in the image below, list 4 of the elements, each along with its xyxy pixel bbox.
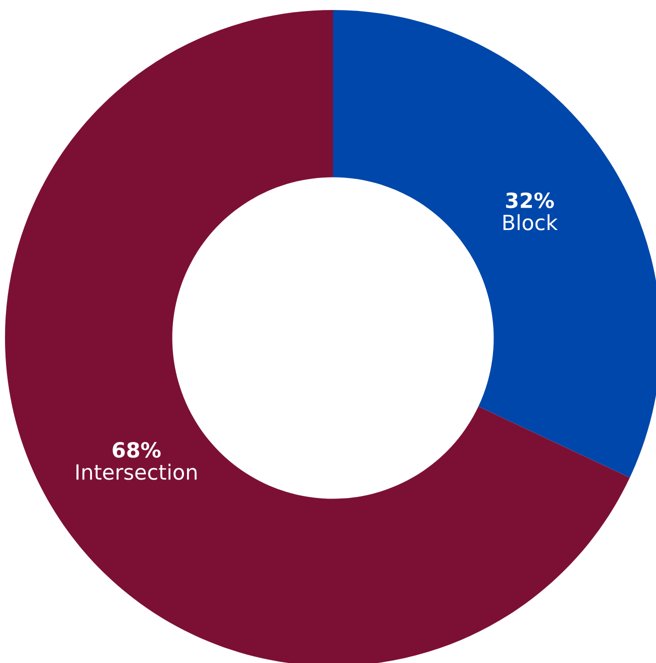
data-label: 68% (112, 442, 161, 458)
slice-label: Block (504, 214, 558, 230)
slice-label: Intersection (76, 464, 197, 480)
data-label: 32% (506, 192, 554, 208)
